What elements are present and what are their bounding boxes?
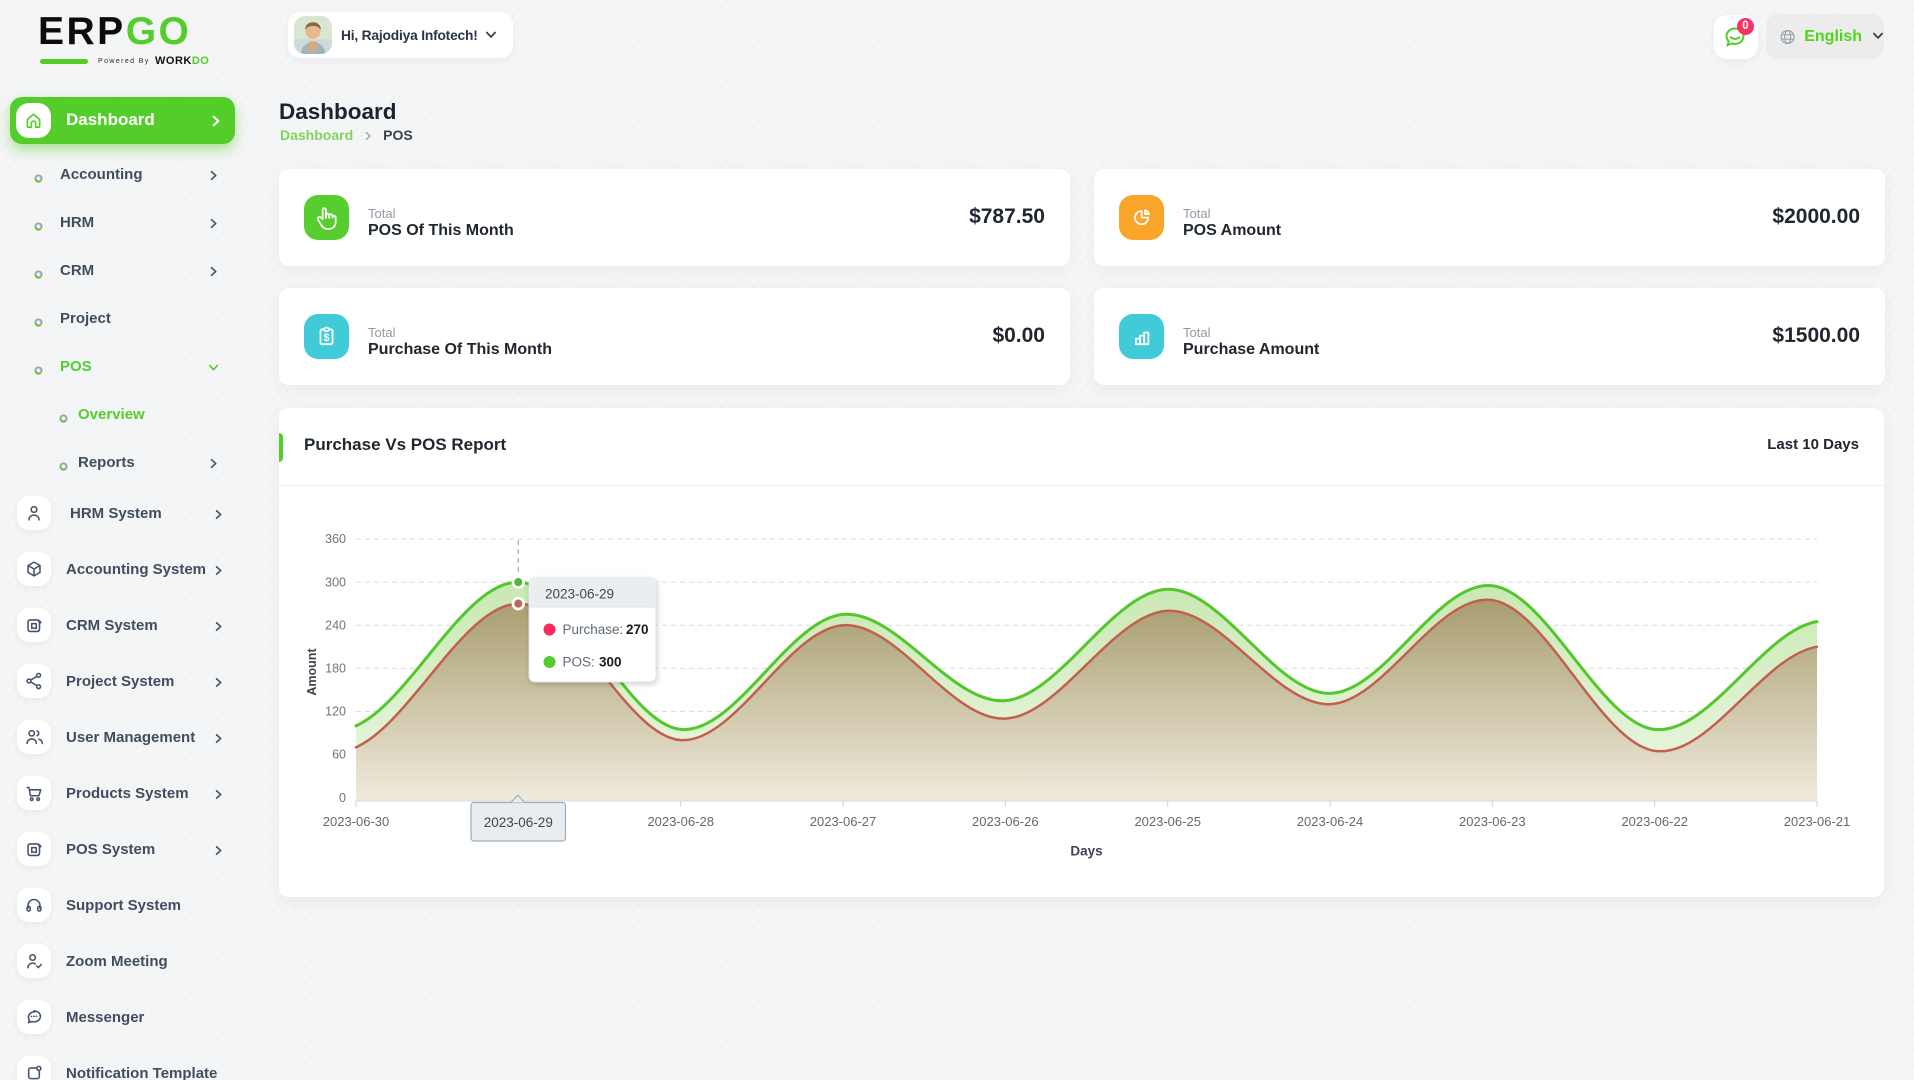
svg-text:270: 270 <box>626 622 649 637</box>
svg-text:2023-06-30: 2023-06-30 <box>323 814 390 829</box>
svg-text:2023-06-23: 2023-06-23 <box>1459 814 1526 829</box>
svg-text:Amount: Amount <box>305 648 319 696</box>
svg-text:2023-06-26: 2023-06-26 <box>972 814 1039 829</box>
svg-text:2023-06-29: 2023-06-29 <box>545 587 614 602</box>
svg-text:2023-06-28: 2023-06-28 <box>647 814 714 829</box>
svg-text:2023-06-27: 2023-06-27 <box>810 814 877 829</box>
svg-text:$: $ <box>323 332 329 344</box>
svg-text:Days: Days <box>1070 844 1102 859</box>
svg-text:180: 180 <box>325 662 346 676</box>
svg-text:60: 60 <box>332 748 346 762</box>
svg-text:2023-06-29: 2023-06-29 <box>484 815 553 830</box>
svg-text:360: 360 <box>325 532 346 546</box>
svg-text:240: 240 <box>325 618 346 632</box>
svg-text:120: 120 <box>325 705 346 719</box>
svg-text:300: 300 <box>599 655 622 670</box>
svg-text:2023-06-21: 2023-06-21 <box>1784 814 1851 829</box>
svg-text:300: 300 <box>325 575 346 589</box>
svg-text:0: 0 <box>339 791 346 805</box>
svg-text:POS:: POS: <box>563 655 595 670</box>
svg-text:2023-06-24: 2023-06-24 <box>1297 814 1364 829</box>
svg-text:2023-06-22: 2023-06-22 <box>1621 814 1688 829</box>
svg-text:2023-06-25: 2023-06-25 <box>1134 814 1201 829</box>
svg-text:Purchase:: Purchase: <box>563 622 624 637</box>
